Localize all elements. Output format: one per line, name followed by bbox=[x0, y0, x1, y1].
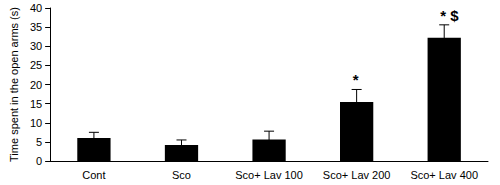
svg-text:30: 30 bbox=[30, 40, 42, 52]
svg-text:25: 25 bbox=[30, 59, 42, 71]
svg-text:15: 15 bbox=[30, 98, 42, 110]
svg-text:Time spent in the open arms (s: Time spent in the open arms (s) bbox=[8, 7, 20, 162]
svg-text:Sco+ Lav 100: Sco+ Lav 100 bbox=[235, 169, 303, 181]
svg-text:5: 5 bbox=[36, 136, 42, 148]
svg-text:Cont: Cont bbox=[82, 169, 105, 181]
svg-text:Sco+ Lav 400: Sco+ Lav 400 bbox=[410, 169, 478, 181]
svg-text:40: 40 bbox=[30, 2, 42, 14]
svg-text:Sco+ Lav 200: Sco+ Lav 200 bbox=[323, 169, 391, 181]
svg-text:Sco: Sco bbox=[172, 169, 191, 181]
svg-text:0: 0 bbox=[36, 155, 42, 167]
svg-text:20: 20 bbox=[30, 79, 42, 91]
svg-text:10: 10 bbox=[30, 117, 42, 129]
svg-text:35: 35 bbox=[30, 21, 42, 33]
svg-text:*: * bbox=[353, 71, 359, 88]
svg-text:* $: * $ bbox=[440, 7, 459, 24]
